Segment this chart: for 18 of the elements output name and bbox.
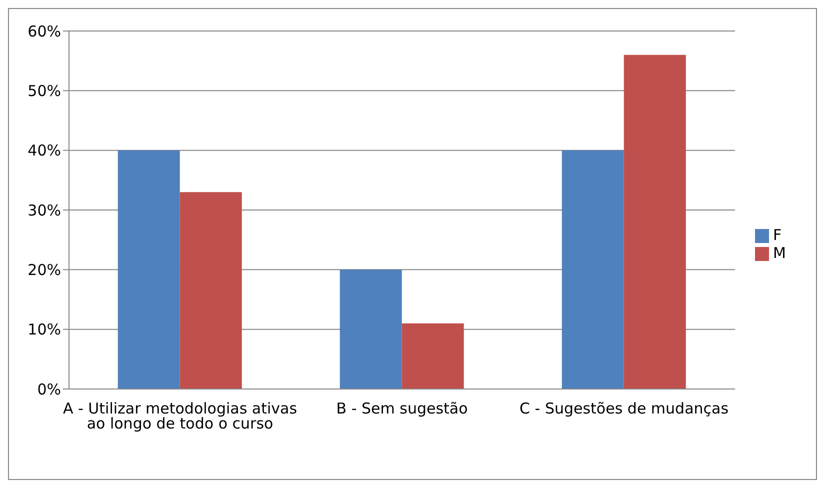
x-tick-label: A - Utilizar metodologias ativas ao longo de todo o curso: [62, 400, 298, 433]
bar: [118, 150, 180, 389]
bar: [402, 323, 464, 389]
legend-label: F: [773, 226, 782, 244]
bar: [624, 54, 686, 389]
y-tick-label: 0%: [37, 380, 61, 398]
y-tick-label: 20%: [28, 260, 61, 279]
x-tick-label: C - Sugestões de mudanças: [520, 400, 729, 418]
x-tick-label: B - Sem sugestão: [336, 400, 468, 418]
bar: [180, 192, 242, 389]
y-tick-label: 10%: [28, 320, 61, 339]
y-tick-label: 50%: [28, 82, 61, 100]
y-tick-label: 60%: [28, 22, 61, 40]
bar: [562, 150, 624, 389]
y-tick-label: 40%: [28, 142, 61, 160]
bar: [340, 270, 402, 389]
legend-label: M: [773, 244, 786, 262]
y-tick-label: 30%: [28, 201, 61, 220]
